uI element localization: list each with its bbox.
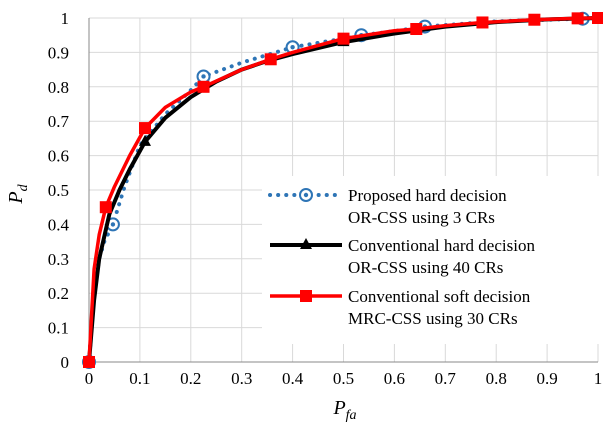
series-marker-conventional-soft	[99, 201, 112, 214]
tick-labels: 0 0.1 0.2 0.3 0.4 0.5 0.6 0.7 0.8 0.9 1 0 0.1 0.2 0.3 0…	[48, 9, 603, 388]
y-tick-label: 0.7	[48, 112, 70, 131]
series-marker-conventional-soft	[528, 13, 541, 26]
x-tick-label: 0.6	[384, 369, 405, 388]
legend-marker-conventional-hard	[300, 238, 312, 249]
x-tick-label: 0.1	[129, 369, 150, 388]
y-tick-label: 0.3	[48, 250, 69, 269]
legend-marker-conventional-soft	[300, 290, 312, 302]
series-marker-proposed-hard-center	[110, 222, 116, 227]
series-marker-conventional-soft	[197, 80, 210, 93]
series-marker-conventional-soft	[264, 53, 277, 66]
series-marker-proposed-hard-center	[201, 74, 206, 79]
legend-label-conventional-hard: OR-CSS using 40 CRs	[348, 258, 503, 277]
y-tick-label: 0.1	[48, 319, 69, 338]
series-marker-proposed-hard-center	[290, 45, 295, 50]
series-marker-conventional-soft	[83, 356, 95, 368]
x-axis-title-main: P	[332, 397, 345, 419]
legend-marker-proposed-hard-center	[303, 192, 309, 198]
x-tick-label: 0.9	[536, 369, 557, 388]
x-tick-label: 0	[85, 369, 94, 388]
series-marker-conventional-soft	[410, 23, 423, 36]
y-tick-label: 1	[61, 9, 70, 28]
x-tick-label: 0.5	[333, 369, 354, 388]
y-tick-label: 0.5	[48, 181, 69, 200]
series-marker-conventional-soft	[476, 16, 489, 29]
x-tick-label: 0.8	[486, 369, 507, 388]
legend-label-conventional-hard: Conventional hard decision	[348, 236, 535, 255]
y-tick-label: 0.9	[48, 43, 69, 62]
legend-label-conventional-soft: MRC-CSS using 30 CRs	[348, 309, 518, 328]
series-marker-conventional-soft	[592, 12, 603, 24]
x-tick-label: 0.3	[231, 369, 252, 388]
y-axis-title-subscript: d	[16, 183, 31, 191]
y-tick-label: 0.4	[48, 215, 70, 234]
y-tick-label: 0.6	[48, 147, 69, 166]
plot-area	[82, 11, 603, 369]
y-axis-title: Pd	[5, 183, 31, 204]
legend-label-proposed-hard: OR-CSS using 3 CRs	[348, 208, 495, 227]
y-tick-label: 0.2	[48, 284, 69, 303]
x-tick-label: 0.7	[435, 369, 457, 388]
axes	[88, 18, 598, 363]
legend-label-conventional-soft: Conventional soft decision	[348, 287, 531, 306]
legend-label-proposed-hard: Proposed hard decision	[348, 186, 507, 205]
series-marker-conventional-soft	[571, 12, 584, 25]
legend: Proposed hard decision OR-CSS using 3 CRs…	[262, 176, 600, 344]
y-axis-title-main: P	[5, 191, 27, 204]
series-marker-conventional-soft	[138, 122, 151, 135]
x-tick-label: 1	[594, 369, 603, 388]
y-tick-label: 0.8	[48, 78, 69, 97]
y-tick-label: 0	[61, 353, 70, 372]
x-tick-label: 0.2	[180, 369, 201, 388]
series-marker-conventional-hard	[138, 134, 151, 146]
series-line-conventional-soft	[87, 16, 599, 363]
x-axis-title-subscript: fa	[346, 408, 357, 423]
legend-background	[262, 176, 600, 344]
x-axis-title: Pfa	[332, 397, 356, 423]
x-tick-label: 0.4	[282, 369, 304, 388]
series-marker-conventional-soft	[337, 32, 350, 45]
